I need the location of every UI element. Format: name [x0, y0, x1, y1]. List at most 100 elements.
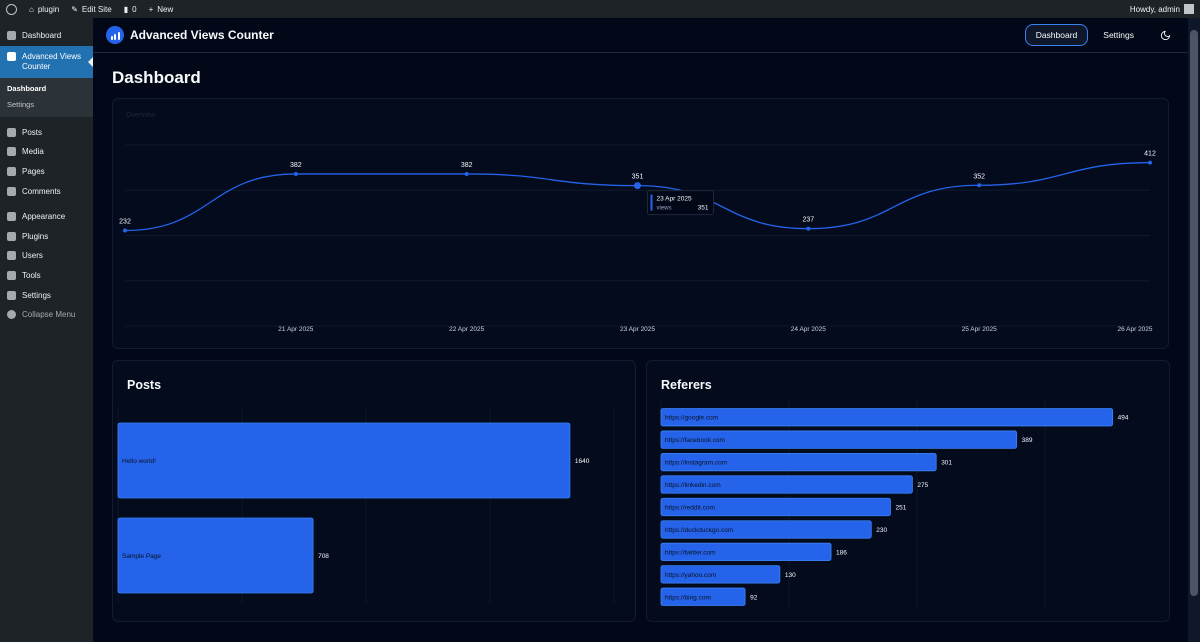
nav-dashboard-button[interactable]: Dashboard	[1024, 24, 1089, 46]
submenu: Dashboard Settings	[0, 77, 93, 117]
site-name-label: plugin	[37, 4, 60, 14]
vertical-scrollbar[interactable]	[1188, 18, 1200, 642]
menu-item-dashboard[interactable]: Dashboard	[0, 26, 93, 46]
bar	[660, 475, 913, 494]
menu-item-label: Plugins	[22, 231, 49, 241]
tooltip-box	[647, 190, 714, 216]
menu-item-settings[interactable]: Settings	[0, 285, 93, 305]
bar-value-label: 186	[836, 549, 847, 556]
wp-logo-button[interactable]	[0, 0, 23, 18]
data-point	[977, 183, 982, 188]
views-line-chart: 232 382 382 351 237 352 412 21 Apr 2025 22 Apr 2…	[119, 144, 1156, 333]
bar-category-label: https://bing.com	[665, 594, 711, 601]
menu-item-label: Advanced Views Counter	[22, 52, 81, 72]
menu-item-users[interactable]: Users	[0, 246, 93, 266]
scrollbar-thumb[interactable]	[1190, 30, 1198, 596]
menu-item-posts[interactable]: Posts	[0, 123, 93, 143]
referers-title: Referers	[661, 378, 712, 392]
brush-icon	[7, 212, 16, 222]
posts-title: Posts	[127, 378, 162, 392]
bar-category-label: https://facebook.com	[665, 437, 725, 444]
x-tick-label: 22 Apr 2025	[449, 326, 484, 333]
menu-item-label: Posts	[22, 127, 43, 137]
bar-category-label: https://google.com	[665, 415, 718, 422]
new-content-link[interactable]: + New	[143, 0, 180, 18]
settings-icon	[7, 290, 16, 300]
pages-icon	[7, 167, 16, 177]
bar-value-label: 92	[750, 594, 758, 601]
menu-item-plugins[interactable]: Plugins	[0, 227, 93, 247]
submenu-item-dashboard[interactable]: Dashboard	[7, 84, 47, 94]
menu-item-pages[interactable]: Pages	[0, 162, 93, 182]
menu-item-tools[interactable]: Tools	[0, 266, 93, 286]
data-point	[806, 226, 811, 231]
overview-chart-card: Overview 232 382 382 351 237 352 412 21 Apr 202…	[112, 98, 1169, 349]
bar-category-label: https://instagram.com	[665, 460, 727, 467]
comments-link[interactable]: ▮ 0	[118, 0, 143, 18]
referers-bar-chart: https://google.com 494 https://facebook.co…	[660, 400, 1129, 608]
comments-icon	[7, 186, 16, 196]
moon-icon	[1160, 30, 1170, 40]
menu-item-label-line1: Advanced Views	[22, 51, 81, 61]
collapse-label: Collapse Menu	[22, 310, 76, 320]
bar	[660, 565, 781, 584]
chart-icon	[7, 51, 16, 61]
my-account-link[interactable]: Howdy, admin	[1130, 4, 1200, 14]
posts-bar-chart: Hello world! 1640 Sample Page 708	[117, 407, 615, 603]
theme-toggle-button[interactable]	[1155, 25, 1175, 45]
pin-icon	[7, 127, 16, 137]
data-point	[1148, 160, 1152, 165]
menu-item-advanced-views-counter[interactable]: Advanced Views Counter	[0, 45, 93, 78]
bar-value-label: 389	[1022, 437, 1033, 444]
bar-category-label: https://twitter.com	[665, 549, 716, 556]
bar-value-label: 251	[895, 505, 906, 512]
edit-site-link[interactable]: ✎ Edit Site	[65, 0, 118, 18]
menu-item-label: Settings	[22, 290, 51, 300]
bar	[660, 520, 872, 539]
menu-item-label: Dashboard	[22, 31, 62, 41]
bar	[660, 430, 1018, 449]
wp-admin-menu: Dashboard Advanced Views Counter Dashboa…	[0, 18, 93, 642]
collapse-menu-button[interactable]: Collapse Menu	[0, 305, 93, 325]
x-tick-label: 26 Apr 2025	[1117, 326, 1152, 333]
menu-item-label: Users	[22, 251, 43, 261]
data-label: 352	[973, 173, 985, 180]
x-tick-label: 23 Apr 2025	[620, 326, 655, 333]
avatar	[1184, 4, 1194, 14]
submenu-item-settings[interactable]: Settings	[7, 100, 35, 110]
site-name-link[interactable]: ⌂ plugin	[23, 0, 65, 18]
menu-item-label: Tools	[22, 271, 41, 281]
menu-item-label: Comments	[22, 186, 61, 196]
comments-count: 0	[132, 4, 137, 14]
bar-category-label: https://duckduckgo.com	[665, 527, 733, 534]
bar	[660, 542, 832, 562]
page-title: Dashboard	[112, 68, 201, 87]
wp-admin-bar: ⌂ plugin ✎ Edit Site ▮ 0 + New Howdy, ad…	[0, 0, 1200, 18]
bar-value-label: 130	[785, 572, 796, 579]
bar	[117, 422, 571, 499]
plugin-title: Advanced Views Counter	[130, 28, 274, 42]
plugin-icon	[7, 231, 16, 241]
bar	[660, 587, 746, 606]
x-tick-label: 24 Apr 2025	[791, 326, 826, 333]
comment-icon: ▮	[123, 4, 129, 14]
data-label: 412	[1144, 151, 1156, 158]
overview-label: Overview	[126, 112, 156, 119]
menu-item-comments[interactable]: Comments	[0, 181, 93, 201]
collapse-icon	[7, 310, 16, 320]
tooltip-date: 23 Apr 2025	[657, 196, 692, 203]
tooltip-value: 351	[698, 205, 709, 212]
nav-settings-button[interactable]: Settings	[1103, 30, 1134, 40]
bar-category-label: https://reddit.com	[665, 505, 715, 512]
data-point	[634, 182, 641, 190]
bar	[660, 408, 1114, 427]
referers-chart-card: Referers https://google.com 494 https://fa…	[646, 360, 1170, 622]
x-tick-label: 25 Apr 2025	[962, 326, 997, 333]
plugin-header: Advanced Views Counter Dashboard Setting…	[93, 18, 1188, 53]
bar-category-label: https://linkedin.com	[665, 482, 721, 489]
data-point	[293, 171, 298, 176]
menu-item-appearance[interactable]: Appearance	[0, 207, 93, 227]
data-label: 382	[461, 162, 473, 169]
menu-item-media[interactable]: Media	[0, 142, 93, 162]
wordpress-icon	[6, 3, 17, 15]
